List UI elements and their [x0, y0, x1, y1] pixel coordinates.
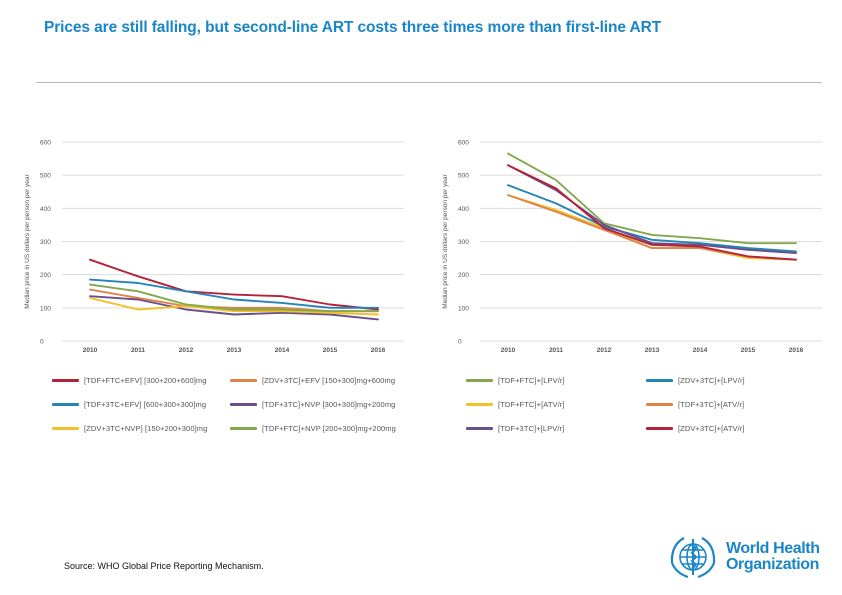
y-tick-label: 0: [40, 339, 44, 346]
x-tick-label: 2011: [549, 347, 563, 354]
legend-swatch: [52, 403, 79, 406]
legend-label: [TDF+3TC+EFV] [600+300+300]mg: [84, 400, 207, 409]
chart-first-line: 0 100 200 300 400 500 600 2010 2011 2012 2013 2014 2…: [18, 120, 413, 360]
legend-label: [TDF+FTC]+NVP [200+300]mg+200mg: [262, 424, 396, 433]
x-tick-label: 2011: [131, 347, 145, 354]
legend-item: [ZDV+3TC]+[LPV/r]: [646, 376, 745, 385]
series-line-6: [507, 164, 797, 261]
y-tick-label: 0: [458, 339, 462, 346]
x-tick-label: 2012: [597, 347, 612, 354]
who-logo-line1: World Health: [726, 540, 820, 557]
x-tick-label: 2016: [789, 347, 804, 354]
legend-swatch: [646, 379, 673, 382]
legend-item: [ZDV+3TC]+EFV [150+300]mg+600mg: [230, 376, 395, 385]
series-line-3: [89, 278, 379, 309]
legend-swatch: [230, 427, 257, 430]
legend-item: [TDF+FTC]+[ATV/r]: [466, 400, 565, 409]
x-tick-label: 2013: [227, 347, 242, 354]
legend-swatch: [230, 403, 257, 406]
x-tick-label: 2016: [371, 347, 386, 354]
page-title: Prices are still falling, but second-lin…: [44, 19, 662, 36]
series-line-2: [507, 184, 797, 253]
chart-svg: 0 100 200 300 400 500 600 2010 2011 2012 2013 2014 2…: [442, 140, 822, 354]
x-tick-label: 2013: [645, 347, 660, 354]
legend-item: [ZDV+3TC+NVP] [150+200+300]mg: [52, 424, 207, 433]
series-line-1: [89, 258, 379, 311]
y-tick-label: 300: [458, 239, 469, 246]
legend-swatch: [230, 379, 257, 382]
y-tick-label: 500: [40, 173, 51, 180]
y-tick-label: 600: [40, 140, 51, 147]
y-tick-label: 500: [458, 173, 469, 180]
legend-item: [TDF+FTC]+[LPV/r]: [466, 376, 565, 385]
source-note: Source: WHO Global Price Reporting Mecha…: [64, 561, 264, 571]
y-tick-label: 400: [458, 206, 469, 213]
legend-swatch: [646, 403, 673, 406]
legend-label: [ZDV+3TC]+[LPV/r]: [678, 376, 745, 385]
legend-item: [TDF+3TC]+[LPV/r]: [466, 424, 564, 433]
x-tick-label: 2012: [179, 347, 194, 354]
legend-item: [ZDV+3TC]+[ATV/r]: [646, 424, 745, 433]
series-line-4: [89, 295, 379, 321]
legend-label: [ZDV+3TC+NVP] [150+200+300]mg: [84, 424, 208, 433]
series-line-6: [89, 283, 379, 313]
y-axis-label: Median price in US dollars per person pe…: [442, 173, 449, 308]
who-logo-line2: Organization: [726, 556, 819, 573]
who-emblem-icon: [670, 537, 716, 579]
legend-item: [TDF+FTC]+NVP [200+300]mg+200mg: [230, 424, 396, 433]
x-tick-label: 2014: [693, 347, 708, 354]
x-tick-label: 2010: [501, 347, 516, 354]
who-logo: World Health Organization: [666, 533, 820, 581]
x-tick-label: 2010: [83, 347, 98, 354]
y-tick-label: 200: [40, 272, 51, 279]
legend-label: [TDF+3TC]+[ATV/r]: [678, 400, 745, 409]
legend-label: [TDF+3TC]+NVP [300+300]mg+200mg: [262, 400, 396, 409]
legend-item: [TDF+3TC+EFV] [600+300+300]mg: [52, 400, 206, 409]
x-tick-label: 2014: [275, 347, 290, 354]
title-divider: [36, 82, 822, 83]
legend-label: [TDF+FTC]+[LPV/r]: [498, 376, 565, 385]
y-tick-label: 200: [458, 272, 469, 279]
legend-label: [ZDV+3TC]+EFV [150+300]mg+600mg: [262, 376, 396, 385]
y-tick-label: 600: [458, 140, 469, 147]
legend-swatch: [466, 427, 493, 430]
y-tick-label: 400: [40, 206, 51, 213]
y-axis-label: Median price in US dollars per person pe…: [24, 173, 31, 308]
series-line-5: [507, 164, 797, 255]
legend-swatch: [466, 403, 493, 406]
legend-swatch: [646, 427, 673, 430]
x-tick-label: 2015: [741, 347, 756, 354]
series-line-1: [507, 152, 797, 245]
x-tick-label: 2015: [323, 347, 338, 354]
chart-second-line: 0 100 200 300 400 500 600 2010 2011 2012 2013 2014 2…: [436, 120, 831, 360]
legend-item: [TDF+FTC+EFV] [300+200+600]mg: [52, 376, 207, 385]
legend-item: [TDF+3TC]+NVP [300+300]mg+200mg: [230, 400, 395, 409]
series-line-5: [89, 296, 379, 316]
legend-item: [TDF+3TC]+[ATV/r]: [646, 400, 744, 409]
legend-swatch: [52, 379, 79, 382]
legend-label: [TDF+FTC]+[ATV/r]: [498, 400, 565, 409]
legend-label: [ZDV+3TC]+[ATV/r]: [678, 424, 745, 433]
y-tick-label: 100: [458, 305, 469, 312]
legend-swatch: [466, 379, 493, 382]
legend-label: [TDF+FTC+EFV] [300+200+600]mg: [84, 376, 207, 385]
chart-svg: 0 100 200 300 400 500 600 2010 2011 2012 2013 2014 2…: [24, 140, 404, 354]
legend-swatch: [52, 427, 79, 430]
legend-label: [TDF+3TC]+[LPV/r]: [498, 424, 565, 433]
y-tick-label: 100: [40, 305, 51, 312]
y-tick-label: 300: [40, 239, 51, 246]
